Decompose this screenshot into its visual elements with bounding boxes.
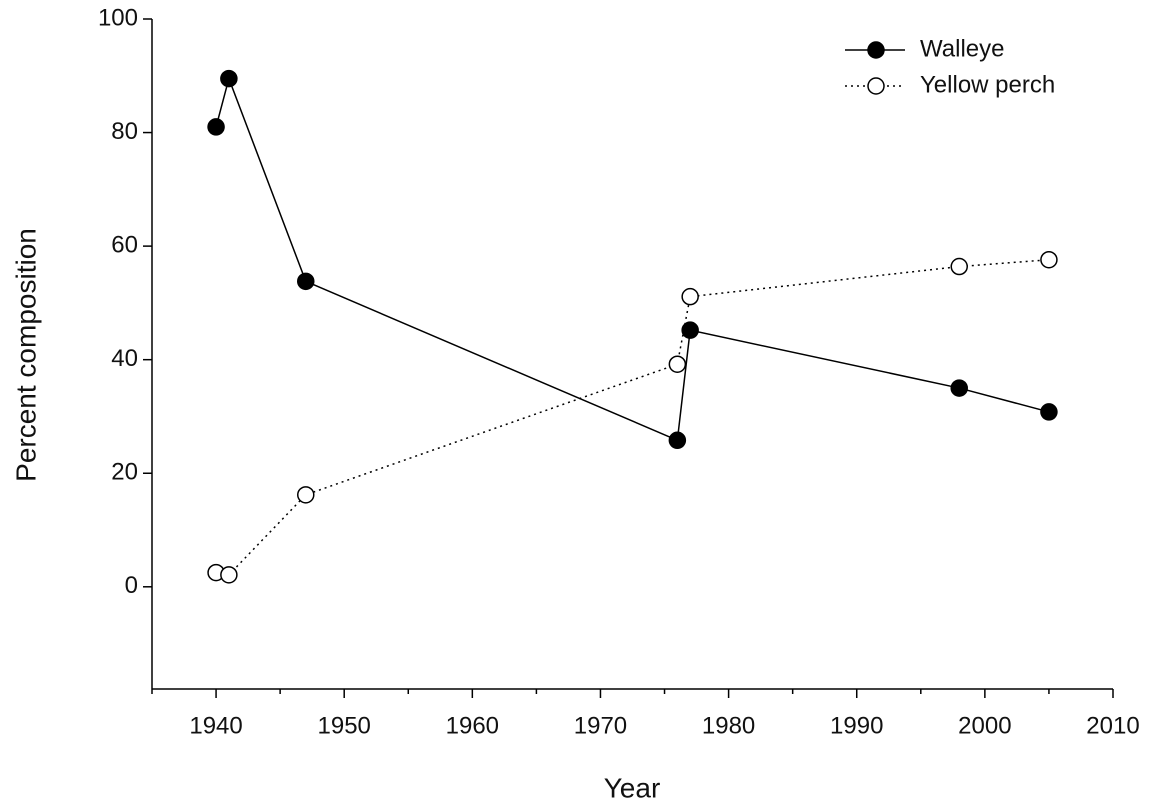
y-tick-label: 80 xyxy=(111,118,138,145)
x-tick-label: 1940 xyxy=(189,712,242,739)
marker xyxy=(668,431,687,450)
legend-marker xyxy=(867,41,885,59)
series-line xyxy=(215,76,1050,442)
marker xyxy=(681,287,699,306)
x-tick-label: 2010 xyxy=(1086,712,1139,739)
y-tick-label: 0 xyxy=(125,572,138,599)
y-tick-label: 20 xyxy=(111,459,138,486)
marker xyxy=(220,69,238,88)
x-tick-label: 1960 xyxy=(446,712,499,739)
y-tick-label: 60 xyxy=(111,231,138,258)
legend-label: Yellow perch xyxy=(920,71,1055,98)
y-axis-title: Percent composition xyxy=(10,228,41,482)
marker xyxy=(668,355,687,373)
legend-label: Walleye xyxy=(920,35,1004,62)
x-tick-label: 1950 xyxy=(318,712,371,739)
marker xyxy=(1040,403,1058,421)
marker xyxy=(297,272,315,291)
series-line xyxy=(215,258,1049,576)
x-tick-label: 2000 xyxy=(958,712,1011,739)
y-tick-label: 40 xyxy=(111,345,138,372)
x-tick-label: 1980 xyxy=(702,712,755,739)
marker xyxy=(681,321,699,339)
x-tick-label: 1970 xyxy=(574,712,627,739)
marker xyxy=(950,379,968,397)
x-axis-title: Year xyxy=(604,772,661,803)
marker xyxy=(297,486,315,504)
y-tick-label: 100 xyxy=(98,4,138,31)
marker xyxy=(220,566,238,584)
x-tick-label: 1990 xyxy=(830,712,883,739)
marker xyxy=(950,257,968,276)
marker xyxy=(207,118,225,136)
marker xyxy=(1040,250,1058,269)
legend-marker xyxy=(867,77,885,95)
